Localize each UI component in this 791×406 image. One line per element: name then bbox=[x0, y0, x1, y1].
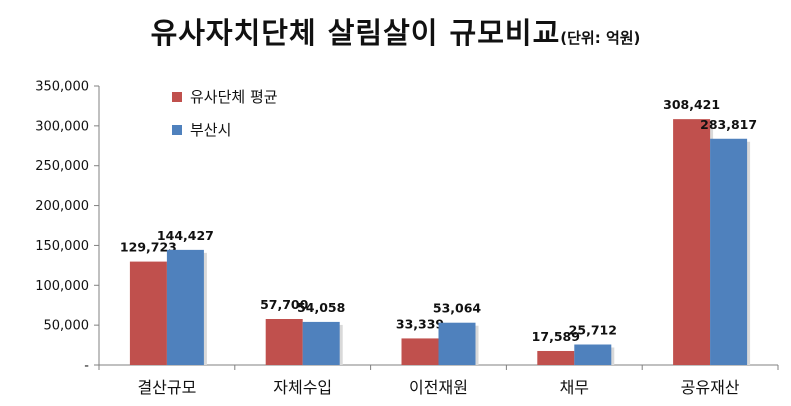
y-tick-label: 200,000 bbox=[35, 199, 89, 214]
y-tick-label: 50,000 bbox=[44, 319, 90, 334]
data-label: 25,712 bbox=[569, 323, 617, 338]
y-tick-label: 250,000 bbox=[35, 159, 89, 174]
bar-busan bbox=[302, 321, 340, 365]
bar-avg bbox=[401, 338, 439, 365]
bar-busan bbox=[166, 249, 204, 365]
data-label: 129,723 bbox=[120, 240, 177, 255]
data-label: 53,064 bbox=[433, 301, 482, 316]
data-label: 144,427 bbox=[157, 228, 214, 243]
data-label: 17,589 bbox=[532, 329, 580, 344]
category-label: 자체수입 bbox=[273, 378, 332, 397]
category-label: 공유재산 bbox=[681, 378, 740, 397]
bar-avg bbox=[673, 119, 711, 365]
category-label: 채무 bbox=[560, 378, 589, 397]
y-tick-label: 150,000 bbox=[35, 239, 89, 254]
bar-busan bbox=[574, 344, 612, 365]
bar-avg bbox=[265, 319, 303, 365]
y-tick-label: 350,000 bbox=[35, 80, 89, 95]
bar-avg bbox=[537, 350, 575, 365]
category-label: 결산규모 bbox=[137, 378, 196, 397]
legend-label: 부산시 bbox=[190, 121, 231, 139]
legend-swatch bbox=[172, 92, 182, 102]
data-label: 33,339 bbox=[396, 316, 444, 331]
data-label: 54,058 bbox=[297, 300, 345, 315]
category-label: 이전재원 bbox=[409, 378, 468, 397]
y-tick-label: 300,000 bbox=[35, 119, 89, 134]
data-label: 308,421 bbox=[663, 97, 720, 112]
bar-busan bbox=[710, 138, 748, 365]
bar-avg bbox=[129, 261, 167, 365]
chart-title-unit: (단위: 억원) bbox=[560, 29, 641, 47]
chart-title-main: 유사자치단체 살림살이 규모비교 bbox=[150, 16, 561, 50]
data-label: 57,700 bbox=[260, 297, 309, 312]
bar-busan bbox=[438, 322, 476, 365]
legend-label: 유사단체 평균 bbox=[190, 88, 278, 106]
y-tick-label: - bbox=[84, 359, 89, 374]
chart-title: 유사자치단체 살림살이 규모비교(단위: 억원) bbox=[0, 10, 791, 52]
legend-swatch bbox=[172, 125, 182, 135]
y-tick-label: 100,000 bbox=[35, 279, 89, 294]
data-label: 283,817 bbox=[700, 117, 757, 132]
